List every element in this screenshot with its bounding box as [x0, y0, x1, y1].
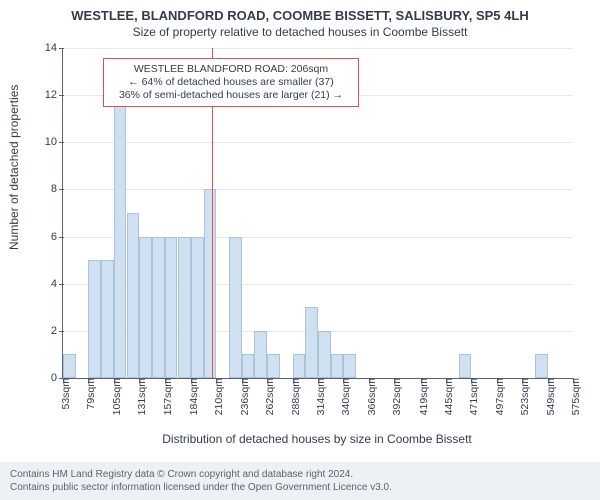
- x-tick-label: 184sqm: [182, 378, 200, 415]
- footer-line1: Contains HM Land Registry data © Crown c…: [10, 468, 590, 481]
- x-tick-label: 471sqm: [462, 378, 480, 415]
- x-tick-label: 210sqm: [207, 378, 225, 415]
- x-tick-label: 392sqm: [385, 378, 403, 415]
- footer-line2: Contains public sector information licen…: [10, 481, 590, 494]
- x-tick-label: 79sqm: [79, 378, 97, 410]
- annotation-box: WESTLEE BLANDFORD ROAD: 206sqm ← 64% of …: [103, 58, 359, 107]
- histogram-bar: [63, 354, 76, 378]
- histogram-bar: [139, 237, 152, 378]
- y-axis-label: Number of detached properties: [7, 85, 21, 250]
- histogram-bar: [242, 354, 255, 378]
- x-tick-label: 131sqm: [130, 378, 148, 415]
- histogram-bar: [165, 237, 178, 378]
- x-tick-label: 340sqm: [334, 378, 352, 415]
- histogram-bar: [114, 95, 127, 378]
- y-tick-label: 6: [51, 231, 63, 243]
- histogram-bar: [127, 213, 140, 378]
- plot-area: 0246810121453sqm79sqm105sqm131sqm157sqm1…: [62, 48, 573, 379]
- histogram-bar: [535, 354, 548, 378]
- gridline: [63, 189, 573, 190]
- chart-title-sub: Size of property relative to detached ho…: [0, 23, 600, 39]
- histogram-bar: [229, 237, 242, 378]
- histogram-bar: [101, 260, 114, 378]
- y-axis-label-text: Number of detached properties: [7, 85, 21, 250]
- y-tick-label: 10: [45, 136, 63, 148]
- annotation-line2: ← 64% of detached houses are smaller (37…: [110, 76, 352, 89]
- histogram-bar: [267, 354, 280, 378]
- chart-title-main: WESTLEE, BLANDFORD ROAD, COOMBE BISSETT,…: [0, 0, 600, 23]
- histogram-bar: [293, 354, 306, 378]
- x-tick-label: 105sqm: [105, 378, 123, 415]
- y-tick-label: 14: [45, 42, 63, 54]
- x-tick-label: 262sqm: [258, 378, 276, 415]
- histogram-bar: [343, 354, 356, 378]
- x-tick-label: 236sqm: [233, 378, 251, 415]
- histogram-bar: [331, 354, 344, 378]
- histogram-bar: [88, 260, 101, 378]
- annotation-line3: 36% of semi-detached houses are larger (…: [110, 89, 352, 102]
- x-tick-label: 366sqm: [360, 378, 378, 415]
- histogram-bar: [191, 237, 204, 378]
- x-tick-label: 157sqm: [156, 378, 174, 415]
- x-tick-label: 497sqm: [488, 378, 506, 415]
- x-tick-label: 575sqm: [564, 378, 582, 415]
- histogram-bar: [318, 331, 331, 378]
- y-tick-label: 2: [51, 325, 63, 337]
- histogram-bar: [152, 237, 165, 378]
- histogram-bar: [305, 307, 318, 378]
- y-tick-label: 8: [51, 183, 63, 195]
- histogram-bar: [254, 331, 267, 378]
- chart-container: WESTLEE, BLANDFORD ROAD, COOMBE BISSETT,…: [0, 0, 600, 500]
- y-tick-label: 4: [51, 278, 63, 290]
- x-tick-label: 445sqm: [437, 378, 455, 415]
- annotation-line1: WESTLEE BLANDFORD ROAD: 206sqm: [110, 63, 352, 76]
- gridline: [63, 142, 573, 143]
- x-tick-label: 314sqm: [309, 378, 327, 415]
- footer: Contains HM Land Registry data © Crown c…: [0, 462, 600, 500]
- y-tick-label: 12: [45, 89, 63, 101]
- x-tick-label: 549sqm: [539, 378, 557, 415]
- gridline: [63, 48, 573, 49]
- x-tick-label: 288sqm: [284, 378, 302, 415]
- x-tick-label: 419sqm: [412, 378, 430, 415]
- x-axis-label: Distribution of detached houses by size …: [62, 432, 572, 446]
- histogram-bar: [178, 237, 191, 378]
- histogram-bar: [459, 354, 472, 378]
- histogram-bar: [204, 189, 217, 378]
- x-tick-label: 523sqm: [513, 378, 531, 415]
- x-tick-label: 53sqm: [54, 378, 72, 410]
